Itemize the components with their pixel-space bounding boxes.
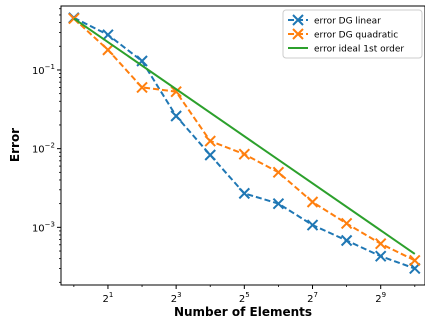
data-point-error-dg-linear — [374, 250, 387, 262]
series-line-error-ideal-1st-order — [73, 17, 416, 255]
data-point-error-dg-quadratic — [102, 44, 114, 56]
y-axis-ticks: 10−3 10−2 10−1 — [32, 8, 61, 283]
data-point-error-dg-quadratic — [409, 254, 421, 267]
data-point-error-dg-linear — [238, 187, 251, 200]
y-tick-label: 10−3 — [32, 220, 55, 234]
data-point-error-dg-linear — [340, 234, 353, 247]
data-point-error-dg-quadratic — [306, 196, 319, 208]
y-tick-label: 10−2 — [32, 142, 55, 156]
data-point-error-dg-quadratic — [272, 166, 285, 179]
data-point-error-dg-linear — [204, 149, 216, 161]
legend-marker-error-dg-linear — [292, 14, 304, 26]
x-tick-label: 29 — [375, 291, 386, 305]
y-axis-label: Error — [8, 128, 22, 162]
legend-label-error-ideal-1st-order: error ideal 1st order — [314, 45, 404, 55]
x-tick-label: 21 — [103, 291, 114, 305]
x-tick-label: 25 — [239, 291, 250, 305]
data-point-error-dg-quadratic — [340, 217, 353, 230]
x-tick-label: 27 — [307, 291, 318, 305]
data-point-error-dg-linear — [272, 197, 285, 210]
y-tick-label: 10−1 — [32, 63, 55, 77]
data-point-error-dg-quadratic — [136, 81, 148, 94]
legend-marker-error-dg-quadratic — [292, 28, 304, 40]
x-tick-label: 23 — [171, 291, 182, 305]
x-axis-ticks: 21 23 25 27 29 — [73, 285, 416, 305]
data-point-error-dg-quadratic — [204, 135, 216, 147]
data-point-error-dg-linear — [170, 110, 182, 122]
legend-box — [282, 9, 423, 59]
data-point-error-dg-quadratic — [238, 148, 251, 160]
series-layer — [68, 12, 421, 275]
data-point-error-dg-linear — [306, 219, 319, 231]
legend: error DG linear error DG quadratic error i… — [282, 9, 423, 59]
legend-label-error-dg-quadratic: error DG quadratic — [314, 31, 398, 41]
legend-label-error-dg-linear: error DG linear — [314, 17, 381, 27]
plot-frame — [60, 5, 425, 286]
data-point-error-dg-quadratic — [170, 85, 182, 98]
data-point-error-dg-quadratic — [374, 237, 387, 250]
x-axis-label: Number of Elements — [174, 305, 312, 319]
data-point-error-dg-linear — [102, 29, 114, 41]
